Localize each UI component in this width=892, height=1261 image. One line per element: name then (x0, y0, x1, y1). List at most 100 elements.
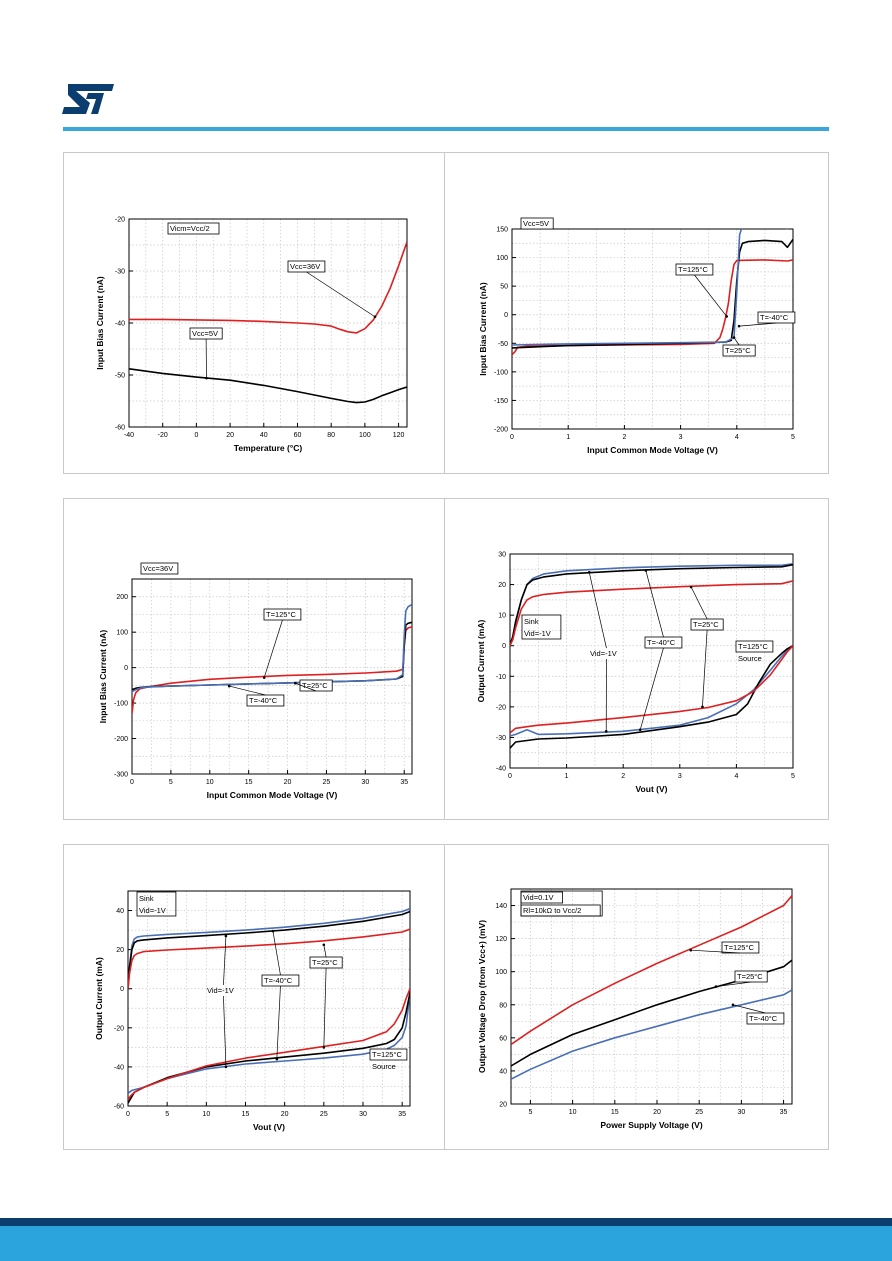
y-tick-label: -30 (496, 735, 506, 742)
x-tick-label: 2 (622, 434, 626, 441)
annotation-arrow (716, 981, 752, 987)
x-tick-label: 15 (611, 1109, 619, 1116)
chart-panel-3: 0 5 10 15 20 25 30 35 -300 -200 -100 0 100 200 Input C… (63, 498, 446, 820)
chart-panel-4: 0 1 2 3 4 5 -40 -30 -20 -10 0 10 20 30 Vout (V) Output … (444, 498, 829, 820)
annotation-arrowhead (275, 1057, 279, 1061)
y-tick-label: -100 (114, 701, 128, 708)
annotation-arrowhead (294, 681, 297, 685)
series-line (511, 895, 792, 1046)
x-axis-label: Vout (V) (253, 1122, 285, 1132)
y-tick-label: 0 (504, 312, 508, 319)
y-axis-label: Output Voltage Drop (from Vcc+) (mV) (477, 920, 487, 1073)
x-tick-label: 100 (359, 432, 371, 439)
annotation-label: Vicm=Vcc/2 (170, 224, 210, 233)
x-tick-label: 0 (130, 779, 134, 786)
annotation-label: T=25°C (725, 346, 751, 355)
chart-output-voltage-drop: 5 10 15 20 25 30 35 20 40 60 80 100 120 140 Power Supp… (477, 888, 793, 1130)
x-axis-label: Temperature (°C) (234, 443, 303, 453)
series-line (512, 229, 789, 346)
annotation-label: T=-40°C (760, 313, 789, 322)
x-tick-label: 5 (169, 779, 173, 786)
x-tick-label: 15 (245, 779, 253, 786)
plot-frame (128, 218, 408, 428)
annotation-label: T=125°C (678, 265, 708, 274)
y-tick-label: -20 (115, 217, 125, 224)
x-tick-label: 0 (508, 773, 512, 780)
y-tick-label: 0 (120, 986, 124, 993)
x-tick-label: 10 (206, 779, 214, 786)
annotation-box (520, 217, 554, 230)
series-line (511, 989, 792, 1080)
annotation-arrowhead (638, 728, 642, 732)
series-line (128, 992, 410, 1094)
annotation-group-box (136, 891, 177, 917)
plot-frame (131, 578, 413, 775)
x-tick-label: 40 (260, 432, 268, 439)
y-tick-label: 0 (502, 643, 506, 650)
y-tick-label: -20 (114, 1025, 124, 1032)
annotation-box (140, 562, 179, 575)
annotation-arrow (223, 995, 227, 1067)
chart-bias-vs-vicm-36v: 0 5 10 15 20 25 30 35 -300 -200 -100 0 100 200 Input C… (98, 562, 413, 800)
footer-dark-band (0, 1218, 892, 1226)
annotation-arrow (732, 1004, 766, 1014)
chart-bias-vs-temperature: -40 -20 0 20 40 60 80 100 120 -60 -50 -40 -30 -20 Temp… (95, 217, 408, 453)
x-tick-label: 0 (194, 432, 198, 439)
plot-frame (510, 888, 793, 1105)
annotation-label: Source (738, 654, 762, 663)
series-line (512, 238, 793, 349)
x-axis-label: Power Supply Voltage (V) (600, 1120, 702, 1130)
series-line (512, 259, 793, 356)
annotation-arrowhead (689, 585, 693, 589)
y-tick-label: -100 (494, 369, 508, 376)
annotation-arrow (229, 685, 266, 696)
x-tick-label: 80 (327, 432, 335, 439)
annotation-label: T=-40°C (647, 638, 676, 647)
x-tick-label: 35 (780, 1109, 788, 1116)
chart-panel-5: 0 5 10 15 20 25 30 35 -60 -40 -20 0 20 40 Vout (V) Outp… (63, 844, 446, 1150)
x-tick-label: 35 (400, 779, 408, 786)
y-tick-label: 50 (500, 284, 508, 291)
annotation-label: T=25°C (737, 972, 763, 981)
y-tick-label: -40 (496, 766, 506, 773)
y-axis-label: Output Current (mA) (476, 620, 486, 703)
annotation-arrowhead (701, 705, 704, 709)
annotation-arrowhead (262, 676, 266, 679)
series-line (129, 241, 407, 334)
chart-panel-6: 5 10 15 20 25 30 35 20 40 60 80 100 120 140 Power Supp… (444, 844, 829, 1150)
series-line (510, 645, 793, 734)
y-tick-label: -150 (494, 398, 508, 405)
annotation-arrow (739, 322, 777, 327)
annotation-box (263, 608, 302, 621)
chart-bias-vs-vicm-5v: 0 1 2 3 4 5 -200 -150 -100 -50 0 50 100 150 Input Comm… (478, 217, 796, 455)
y-tick-label: 20 (498, 582, 506, 589)
annotation-label: Sink (139, 894, 154, 903)
x-tick-label: 3 (678, 773, 682, 780)
annotation-label: Vcc=36V (290, 262, 320, 271)
y-tick-label: 10 (498, 613, 506, 620)
y-tick-label: 120 (495, 936, 507, 943)
y-axis-label: Output Current (mA) (94, 957, 104, 1040)
x-tick-label: 1 (566, 434, 570, 441)
annotation-label: Vid=0.1V (523, 893, 554, 902)
annotation-group-box (520, 890, 603, 917)
series-line (510, 645, 793, 737)
y-tick-label: 20 (499, 1102, 507, 1109)
chart-panel-1: -40 -20 0 20 40 60 80 100 120 -60 -50 -40 -30 -20 Temp… (63, 152, 446, 474)
x-tick-label: 4 (734, 773, 738, 780)
y-tick-label: 60 (499, 1035, 507, 1042)
series-line (510, 580, 793, 647)
x-axis-label: Vout (V) (636, 784, 668, 794)
st-logo (62, 84, 114, 114)
y-tick-label: 40 (116, 908, 124, 915)
x-tick-label: 20 (284, 779, 292, 786)
y-tick-label: 150 (496, 227, 508, 234)
y-tick-label: -300 (114, 772, 128, 779)
plot-frame (509, 553, 794, 769)
annotation-arrow (223, 935, 227, 986)
y-tick-label: -200 (494, 427, 508, 434)
annotation-label: Vid=-1V (207, 986, 234, 995)
x-tick-label: 2 (621, 773, 625, 780)
x-tick-label: 0 (126, 1111, 130, 1118)
chart-output-current-36v: 0 5 10 15 20 25 30 35 -60 -40 -20 0 20 40 Vout (V) Outp… (94, 890, 411, 1132)
